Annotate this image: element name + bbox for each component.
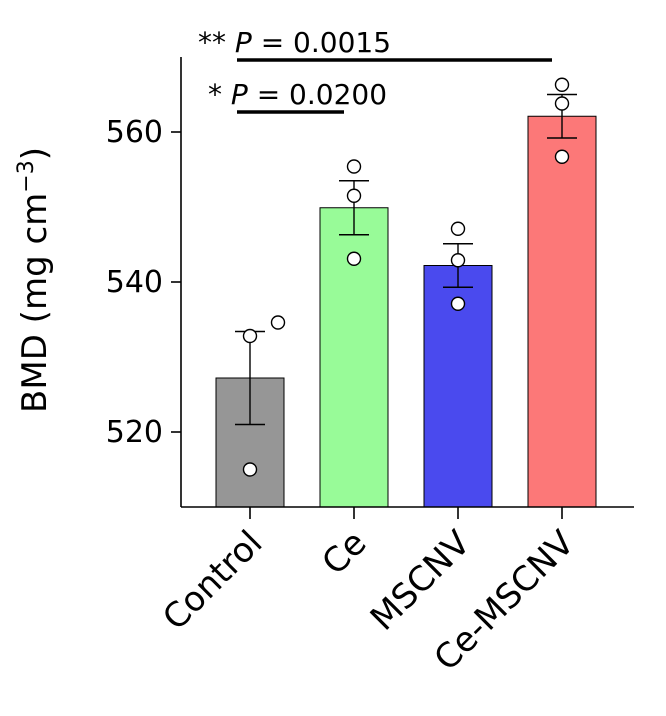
- significance-p: P: [231, 78, 248, 111]
- significance-layer: ** P = 0.0015 * P = 0.0200: [198, 26, 552, 114]
- data-point: [450, 253, 466, 268]
- points-layer: [242, 77, 570, 477]
- data-point: [554, 149, 570, 164]
- bar-ce-mscnv: [527, 115, 597, 508]
- y-tick-label: 560: [106, 115, 163, 150]
- data-point: [450, 296, 466, 311]
- data-point: [554, 77, 570, 92]
- significance-label: * P = 0.0200: [208, 78, 387, 111]
- y-axis-title-main: BMD (mg cm: [15, 193, 55, 413]
- significance-stars: **: [198, 26, 235, 59]
- significance-label: ** P = 0.0015: [198, 26, 391, 59]
- data-point: [270, 315, 286, 330]
- y-tick-label: 520: [106, 415, 163, 450]
- data-point: [450, 221, 466, 236]
- data-point: [242, 462, 258, 477]
- data-point: [346, 188, 362, 203]
- y-axis-title: BMD (mg cm−3): [14, 147, 55, 413]
- x-tick-label-ce: Ce: [314, 523, 374, 583]
- data-point: [346, 159, 362, 174]
- error-bars-layer: [235, 93, 577, 426]
- significance-p: P: [235, 26, 252, 59]
- bars-layer: [215, 115, 597, 508]
- data-point: [346, 251, 362, 266]
- y-tick-label: 540: [106, 265, 163, 300]
- axes-layer: [171, 57, 634, 519]
- y-axis-title-close: ): [15, 147, 55, 160]
- significance-value: = 0.0015: [252, 26, 391, 59]
- significance-value: = 0.0200: [248, 78, 387, 111]
- y-axis-title-superscript: −3: [14, 160, 39, 192]
- significance-stars: *: [208, 78, 231, 111]
- data-point: [242, 328, 258, 344]
- data-point: [554, 96, 570, 111]
- x-tick-label-control: Control: [155, 523, 270, 638]
